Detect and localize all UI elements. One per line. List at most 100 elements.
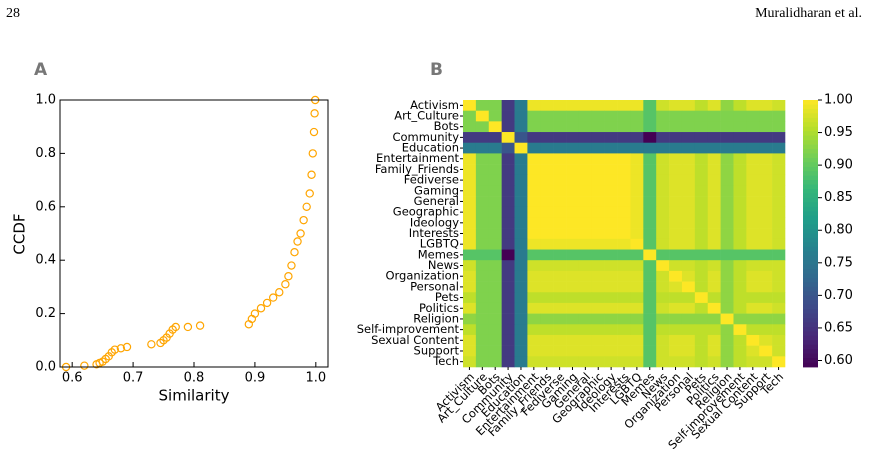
- heatmap-cell: [772, 196, 786, 208]
- y-tick-label: Gaming: [414, 183, 459, 197]
- heatmap-cell: [578, 324, 593, 336]
- heatmap-cell: [707, 100, 721, 111]
- heatmap-cell: [707, 185, 721, 197]
- heatmap-cell: [733, 174, 747, 186]
- heatmap-cell: [720, 334, 734, 346]
- point: [287, 261, 296, 270]
- heatmap-cell: [475, 238, 490, 250]
- heatmap-cell: [591, 196, 605, 208]
- colorbar-segment: [803, 326, 818, 332]
- heatmap-cell: [591, 356, 605, 368]
- heatmap-cell: [553, 313, 567, 325]
- heatmap-cell: [694, 281, 709, 293]
- heatmap-cell: [681, 324, 696, 336]
- heatmap-cell: [656, 100, 670, 111]
- heatmap-cell: [643, 100, 657, 111]
- heatmap-cell: [746, 302, 760, 314]
- heatmap-cell: [694, 206, 709, 218]
- colorbar-segment: [803, 148, 818, 154]
- heatmap-cell: [720, 132, 734, 144]
- heatmap-cell: [553, 302, 567, 314]
- heatmap-cell: [733, 302, 747, 314]
- heatmap-cell: [488, 132, 502, 144]
- heatmap-cell: [566, 302, 580, 314]
- heatmap-cell: [463, 249, 477, 261]
- heatmap-cell: [514, 132, 528, 144]
- colorbar-tick-label: 0.90: [824, 158, 853, 173]
- colorbar-segment: [803, 166, 818, 172]
- heatmap-cell: [514, 324, 528, 336]
- heatmap-cell: [527, 281, 541, 293]
- heatmap-cell: [578, 281, 593, 293]
- heatmap-cell: [681, 121, 696, 133]
- heatmap-cell: [514, 164, 528, 176]
- heatmap-cell: [656, 185, 670, 197]
- heatmap-cell: [759, 217, 773, 229]
- heatmap-cell: [566, 121, 580, 133]
- heatmap-cell: [514, 260, 528, 272]
- heatmap-cell: [669, 196, 683, 208]
- heatmap-cell: [617, 153, 631, 165]
- point: [195, 321, 205, 330]
- heatmap-cell: [733, 196, 747, 208]
- heatmap-cell: [475, 121, 490, 133]
- colorbar-segment: [803, 340, 818, 346]
- heatmap-cell: [643, 281, 657, 293]
- heatmap-cell: [566, 174, 580, 186]
- heatmap-cell: [694, 302, 709, 314]
- heatmap-cell: [733, 238, 747, 250]
- colorbar-segment: [803, 193, 818, 199]
- heatmap-cell: [591, 110, 605, 122]
- heatmap-cell: [617, 100, 631, 111]
- heatmap-cell: [656, 110, 670, 122]
- heatmap-cell: [540, 132, 554, 144]
- heatmap-cell: [772, 132, 786, 144]
- colorbar-tick-label: 0.60: [824, 353, 853, 368]
- colorbar-tick-label: 1.00: [824, 93, 853, 108]
- heatmap-cell: [591, 142, 605, 154]
- heatmap-cell: [540, 302, 554, 314]
- point: [302, 202, 311, 211]
- heatmap-cell: [501, 260, 515, 272]
- colorbar-segment: [803, 255, 818, 261]
- heatmap-cell: [759, 249, 773, 261]
- heatmap-cell: [578, 164, 593, 176]
- heatmap-cell: [772, 270, 786, 282]
- heatmap-cell: [694, 345, 709, 357]
- heatmap-cell: [656, 324, 670, 336]
- heatmap-cell: [488, 324, 502, 336]
- heatmap-cell: [488, 217, 502, 229]
- heatmap-cell: [669, 313, 683, 325]
- heatmap-cell: [501, 228, 515, 240]
- heatmap-cell: [475, 313, 490, 325]
- heatmap-cell: [527, 153, 541, 165]
- heatmap-cell: [669, 281, 683, 293]
- heatmap-cell: [604, 174, 618, 186]
- y-tick-label: Ideology: [410, 215, 459, 229]
- heatmap-cell: [463, 228, 477, 240]
- heatmap-cell: [707, 164, 721, 176]
- heatmap-cell: [501, 196, 515, 208]
- point: [284, 272, 293, 281]
- heatmap-cell: [733, 142, 747, 154]
- heatmap-cell: [604, 142, 618, 154]
- heatmap-cell: [733, 132, 747, 144]
- heatmap-cell: [681, 153, 696, 165]
- heatmap-cell: [566, 334, 580, 346]
- heatmap-cell: [759, 270, 773, 282]
- colorbar-segment: [803, 189, 818, 194]
- heatmap-cell: [733, 260, 747, 272]
- heatmap-cell: [707, 281, 721, 293]
- colorbar-segment: [803, 171, 818, 177]
- heatmap-cell: [501, 164, 515, 176]
- heatmap-cell: [566, 260, 580, 272]
- heatmap-cell: [578, 302, 593, 314]
- heatmap-cell: [604, 238, 618, 250]
- heatmap-cell: [746, 100, 760, 111]
- heatmap-cell: [707, 228, 721, 240]
- heatmap-cell: [604, 292, 618, 304]
- colorbar-segment: [803, 344, 818, 350]
- heatmap-cell: [604, 153, 618, 165]
- heatmap-cell: [488, 185, 502, 197]
- heatmap-cell: [527, 260, 541, 272]
